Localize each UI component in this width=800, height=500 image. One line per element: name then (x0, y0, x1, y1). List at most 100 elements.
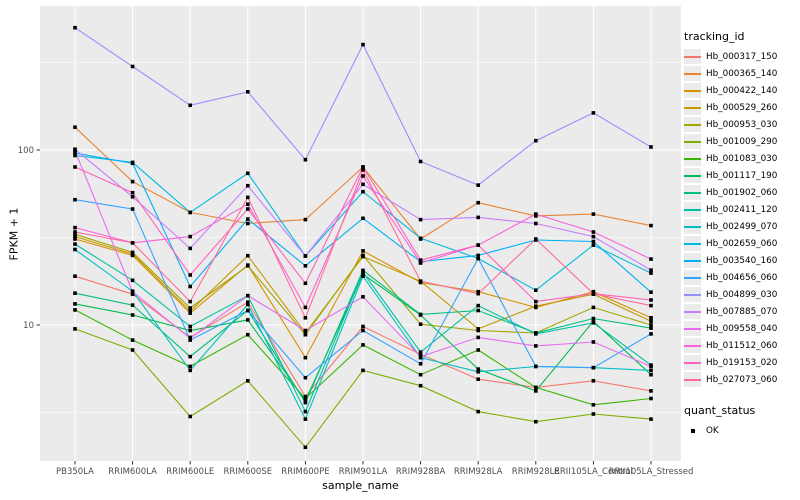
data-point (534, 304, 538, 308)
data-point (73, 151, 77, 155)
legend-key-swatch (684, 134, 701, 149)
legend-key-swatch (684, 66, 701, 81)
data-point (188, 309, 192, 313)
legend-item-label: Hb_002411_120 (706, 204, 778, 215)
data-point (649, 145, 653, 149)
x-tick-label: RRIM901LA (339, 467, 388, 477)
data-point (476, 348, 480, 352)
data-point (303, 398, 308, 403)
data-point (188, 210, 192, 215)
legend-item-Hb_009558_040: Hb_009558_040 (684, 320, 800, 337)
data-point (188, 324, 192, 329)
legend-key-swatch (684, 185, 701, 200)
legend-item-label: Hb_002499_070 (706, 221, 778, 232)
legend-key-line (684, 310, 701, 313)
data-point (418, 350, 423, 354)
data-point (418, 322, 423, 326)
data-point (73, 302, 77, 306)
data-point (649, 364, 653, 369)
legend-key-swatch (684, 202, 701, 217)
legend-item-label: Hb_000422_140 (706, 85, 778, 96)
panel-background (40, 6, 681, 461)
data-point (418, 236, 423, 241)
data-point (73, 25, 77, 30)
x-tick-label: RRIM928BA (396, 467, 446, 477)
data-point (188, 364, 192, 369)
legend-title-quant-status: quant_status (684, 404, 756, 417)
legend-item-label: Hb_000365_140 (706, 68, 778, 79)
data-point (418, 159, 423, 164)
x-tick-label: RRII105LA_Control (554, 467, 633, 477)
data-point (418, 362, 423, 366)
data-point (534, 138, 538, 143)
data-point (303, 394, 308, 399)
data-point (418, 372, 423, 377)
data-point (418, 261, 423, 265)
data-point (303, 445, 308, 450)
data-point (188, 284, 192, 289)
legend-item-Hb_004656_060: Hb_004656_060 (684, 269, 800, 286)
data-point (649, 326, 653, 330)
data-point (73, 291, 77, 295)
legend-key-line (684, 157, 701, 160)
data-point (361, 268, 365, 273)
legend-key-swatch (684, 287, 701, 302)
data-point (476, 215, 480, 220)
data-point (361, 274, 365, 278)
data-point (418, 352, 423, 357)
data-point (361, 189, 365, 194)
data-point (246, 302, 250, 307)
data-point (476, 256, 480, 261)
x-tick-label: RRIM928LA (454, 467, 503, 477)
legend-item-Hb_004899_030: Hb_004899_030 (684, 286, 800, 303)
data-point (246, 217, 250, 221)
legend-key-swatch (684, 355, 701, 370)
legend-key-swatch (684, 338, 701, 353)
data-point (303, 217, 308, 222)
data-point (476, 370, 480, 374)
data-point (361, 324, 365, 329)
legend-item-label: Hb_000953_030 (706, 119, 778, 130)
data-point (130, 195, 135, 199)
data-point (649, 303, 653, 308)
legend-item-label: OK (706, 425, 719, 436)
legend-item-Hb_001009_290: Hb_001009_290 (684, 133, 800, 150)
x-tick-label: RRIM600SE (223, 467, 272, 477)
legend-key-line (684, 242, 701, 245)
data-point (476, 253, 480, 258)
y-axis-title: FPKM + 1 (7, 207, 21, 261)
data-point (130, 338, 135, 342)
data-point (188, 306, 192, 310)
legend-item-Hb_027073_060: Hb_027073_060 (684, 371, 800, 388)
legend-key-swatch (684, 83, 701, 98)
data-point (649, 298, 653, 302)
data-point (73, 237, 77, 241)
data-point (130, 161, 135, 166)
data-point (361, 270, 365, 275)
data-point (476, 243, 480, 247)
data-point (246, 308, 250, 313)
data-point (534, 332, 538, 336)
data-point (73, 153, 77, 158)
data-point (130, 179, 135, 184)
legend-item-Hb_011512_060: Hb_011512_060 (684, 337, 800, 354)
data-point (130, 292, 135, 296)
legend-item-label: Hb_000529_260 (706, 102, 778, 113)
legend-item-Hb_002411_120: Hb_002411_120 (684, 201, 800, 218)
legend-key-line (684, 378, 701, 381)
data-point (534, 389, 538, 393)
data-point (303, 417, 308, 421)
legend-key-swatch (684, 236, 701, 251)
legend-key-swatch (684, 151, 701, 166)
data-point (73, 247, 77, 252)
data-point (649, 223, 653, 228)
data-point (534, 344, 538, 348)
data-point (591, 321, 596, 325)
legend-key-line (684, 276, 701, 279)
legend-key-line (684, 293, 701, 296)
legend-key-swatch (684, 321, 701, 336)
legend-key-swatch (684, 219, 701, 234)
y-tick-label: 10 (23, 321, 34, 331)
data-point (246, 318, 250, 322)
legend-key-line (684, 259, 701, 262)
